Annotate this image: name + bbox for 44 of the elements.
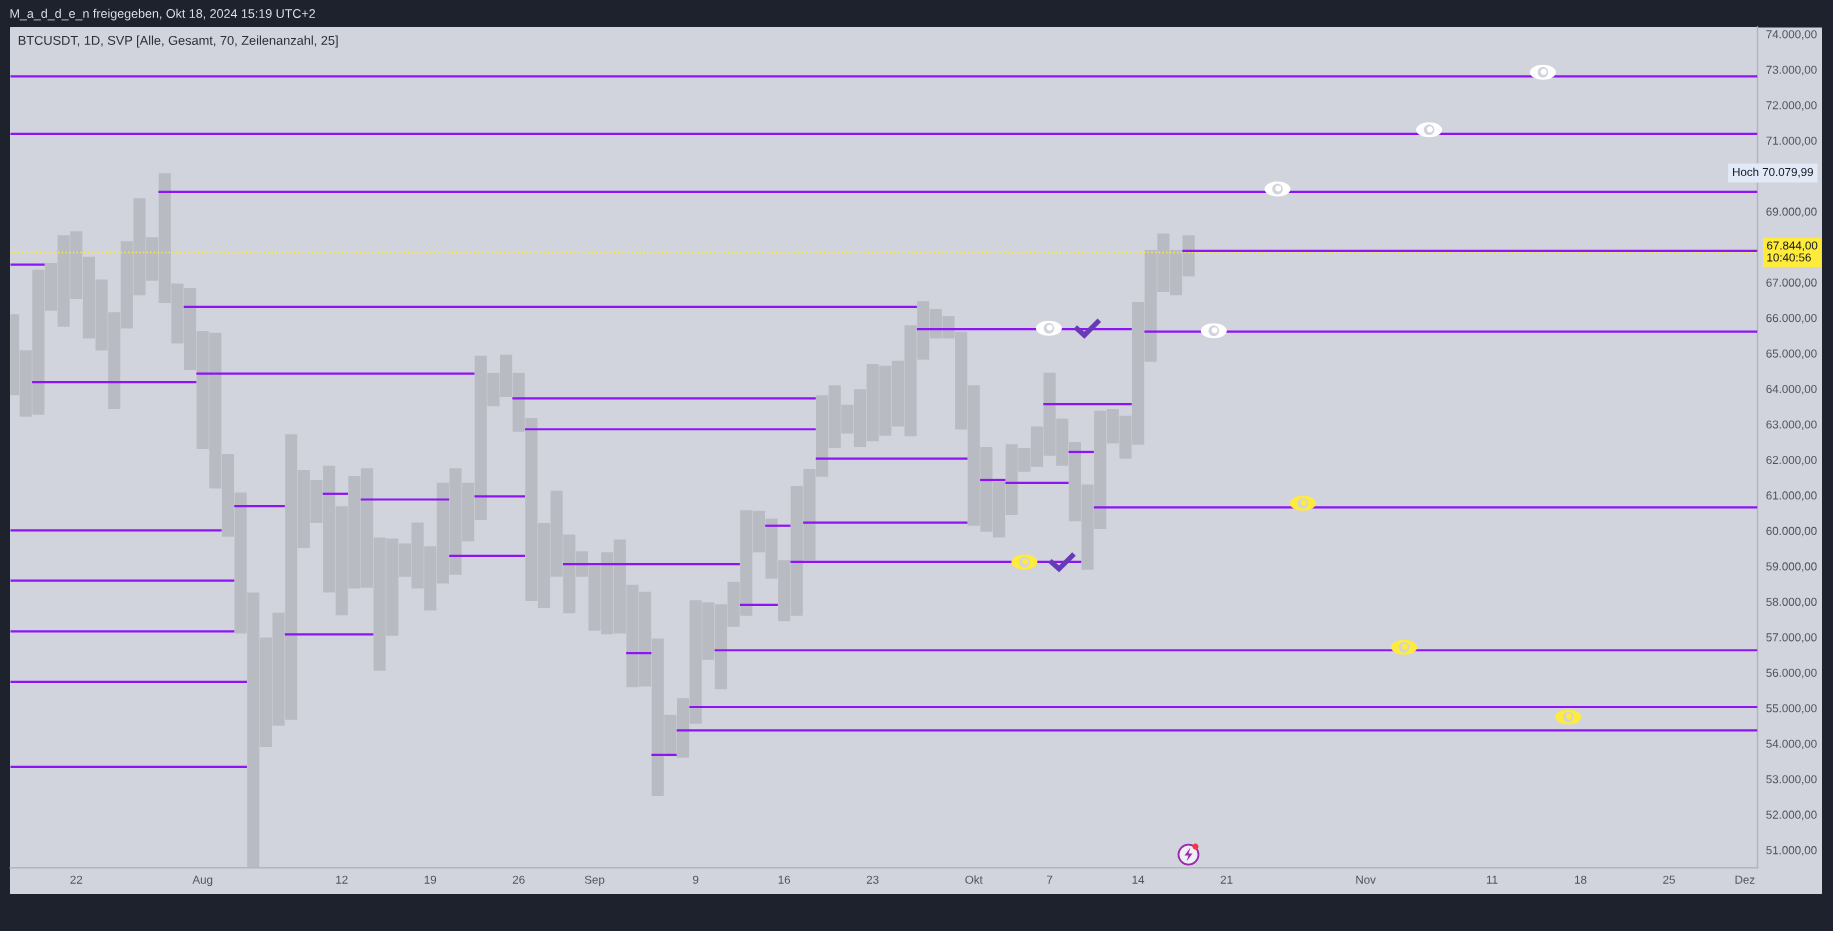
y-tick-label: 73.000,00	[1766, 65, 1817, 76]
y-tick-label: 62.000,00	[1766, 455, 1817, 466]
x-tick-label: 21	[1220, 875, 1233, 884]
y-tick-label: 52.000,00	[1766, 810, 1817, 821]
ref-line-label: 67.844,00 10:40:56	[1767, 241, 1818, 262]
x-tick-label: 19	[424, 875, 437, 884]
x-tick-label: 9	[693, 875, 699, 884]
x-tick-label: 7	[1047, 875, 1053, 884]
x-tick-label: 11	[1486, 875, 1498, 884]
x-tick-label: 14	[1132, 875, 1145, 884]
x-tick-label: Dez	[1735, 875, 1755, 884]
x-tick-label: 22	[70, 875, 83, 884]
y-tick-label: 60.000,00	[1766, 526, 1817, 537]
x-tick-label: Aug	[192, 875, 213, 887]
y-tick-label: 64.000,00	[1766, 384, 1817, 395]
y-tick-label: 69.000,00	[1766, 207, 1817, 218]
y-tick-label: 67.000,00	[1766, 278, 1817, 289]
x-tick-label: 26	[512, 875, 525, 884]
y-tick-label: 53.000,00	[1766, 775, 1817, 785]
y-tick-label: 51.000,00	[1766, 846, 1817, 856]
annotation: Hoch 70.079,99	[1733, 167, 1813, 178]
y-tick-label: 58.000,00	[1766, 597, 1817, 608]
chart-title: M_a_d_d_e_n freigegeben, Okt 18, 2024 15:19 UTC+2	[10, 8, 315, 21]
y-tick-label: 57.000,00	[1766, 633, 1817, 643]
x-tick-label: 25	[1663, 875, 1675, 884]
x-tick-label: Sep	[584, 875, 605, 887]
y-tick-label: 55.000,00	[1766, 704, 1817, 714]
y-tick-label: 54.000,00	[1766, 739, 1817, 750]
x-tick-label: 12	[336, 875, 348, 884]
y-tick-label: 63.000,00	[1766, 420, 1817, 430]
y-tick-label: 72.000,00	[1766, 101, 1817, 111]
y-tick-label: 56.000,00	[1766, 668, 1817, 679]
y-tick-label: 59.000,00	[1766, 562, 1817, 572]
x-tick-label: Nov	[1356, 875, 1376, 884]
x-tick-label: 16	[778, 875, 791, 884]
x-tick-label: 18	[1575, 875, 1587, 884]
y-tick-label: 66.000,00	[1766, 314, 1817, 324]
x-tick-label: 23	[866, 875, 879, 884]
y-tick-label: 74.000,00	[1766, 30, 1817, 40]
y-tick-label: 71.000,00	[1766, 136, 1817, 147]
text: BTCUSDT, 1D, SVP [Alle, Gesamt, 70, Zeilenanzahl, 25]	[18, 35, 338, 48]
y-tick-label: 61.000,00	[1766, 491, 1817, 501]
x-tick-label: Okt	[965, 875, 983, 884]
y-tick-label: 65.000,00	[1766, 349, 1817, 359]
